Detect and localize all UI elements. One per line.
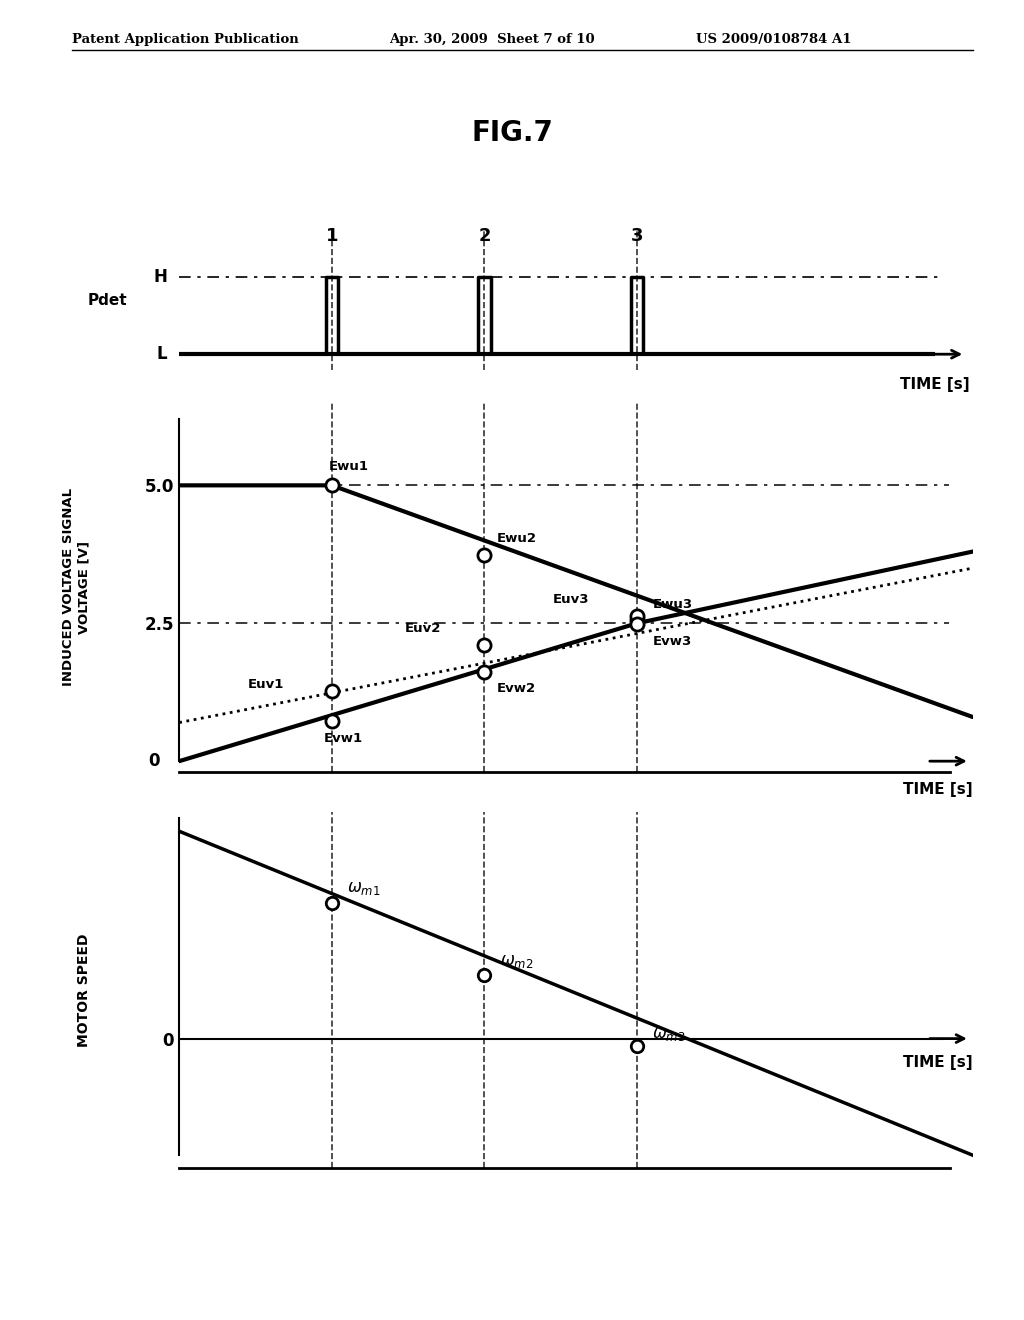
Text: 2: 2 — [478, 227, 490, 246]
Text: US 2009/0108784 A1: US 2009/0108784 A1 — [696, 33, 852, 46]
Text: TIME [s]: TIME [s] — [903, 783, 973, 797]
Text: TIME [s]: TIME [s] — [900, 378, 970, 392]
Point — [629, 614, 645, 635]
Text: Ewu2: Ewu2 — [497, 532, 537, 545]
Point — [324, 711, 340, 733]
Point — [476, 965, 493, 986]
Text: FIG.7: FIG.7 — [471, 119, 553, 147]
Text: Ewu3: Ewu3 — [652, 598, 692, 611]
Point — [324, 681, 340, 702]
Text: L: L — [157, 346, 167, 363]
Point — [324, 475, 340, 496]
Text: Evw3: Evw3 — [652, 635, 691, 648]
Point — [476, 635, 493, 656]
Text: Ewu1: Ewu1 — [329, 461, 369, 473]
Point — [629, 610, 645, 631]
Text: Euv1: Euv1 — [248, 678, 285, 692]
Text: 3: 3 — [631, 227, 643, 246]
Text: 1: 1 — [326, 227, 338, 246]
Text: MOTOR SPEED: MOTOR SPEED — [77, 933, 91, 1047]
Text: Evw2: Evw2 — [497, 682, 536, 694]
Text: H: H — [154, 268, 167, 286]
Text: Euv2: Euv2 — [406, 623, 441, 635]
Point — [629, 606, 645, 627]
Text: Patent Application Publication: Patent Application Publication — [72, 33, 298, 46]
Text: Evw1: Evw1 — [325, 731, 364, 744]
Text: Pdet: Pdet — [88, 293, 128, 308]
Point — [476, 545, 493, 566]
Point — [476, 661, 493, 682]
Text: $\omega_{m1}$: $\omega_{m1}$ — [347, 879, 381, 898]
Text: $\omega_{m3}$: $\omega_{m3}$ — [652, 1026, 686, 1043]
Text: INDUCED VOLTAGE SIGNAL
VOLTAGE [V]: INDUCED VOLTAGE SIGNAL VOLTAGE [V] — [62, 488, 90, 686]
Point — [629, 1036, 645, 1057]
Text: 0: 0 — [147, 752, 160, 770]
Point — [324, 892, 340, 913]
Text: $\omega_{m2}$: $\omega_{m2}$ — [500, 952, 534, 970]
Text: TIME [s]: TIME [s] — [903, 1055, 973, 1069]
Text: Apr. 30, 2009  Sheet 7 of 10: Apr. 30, 2009 Sheet 7 of 10 — [389, 33, 595, 46]
Text: Euv3: Euv3 — [553, 593, 590, 606]
